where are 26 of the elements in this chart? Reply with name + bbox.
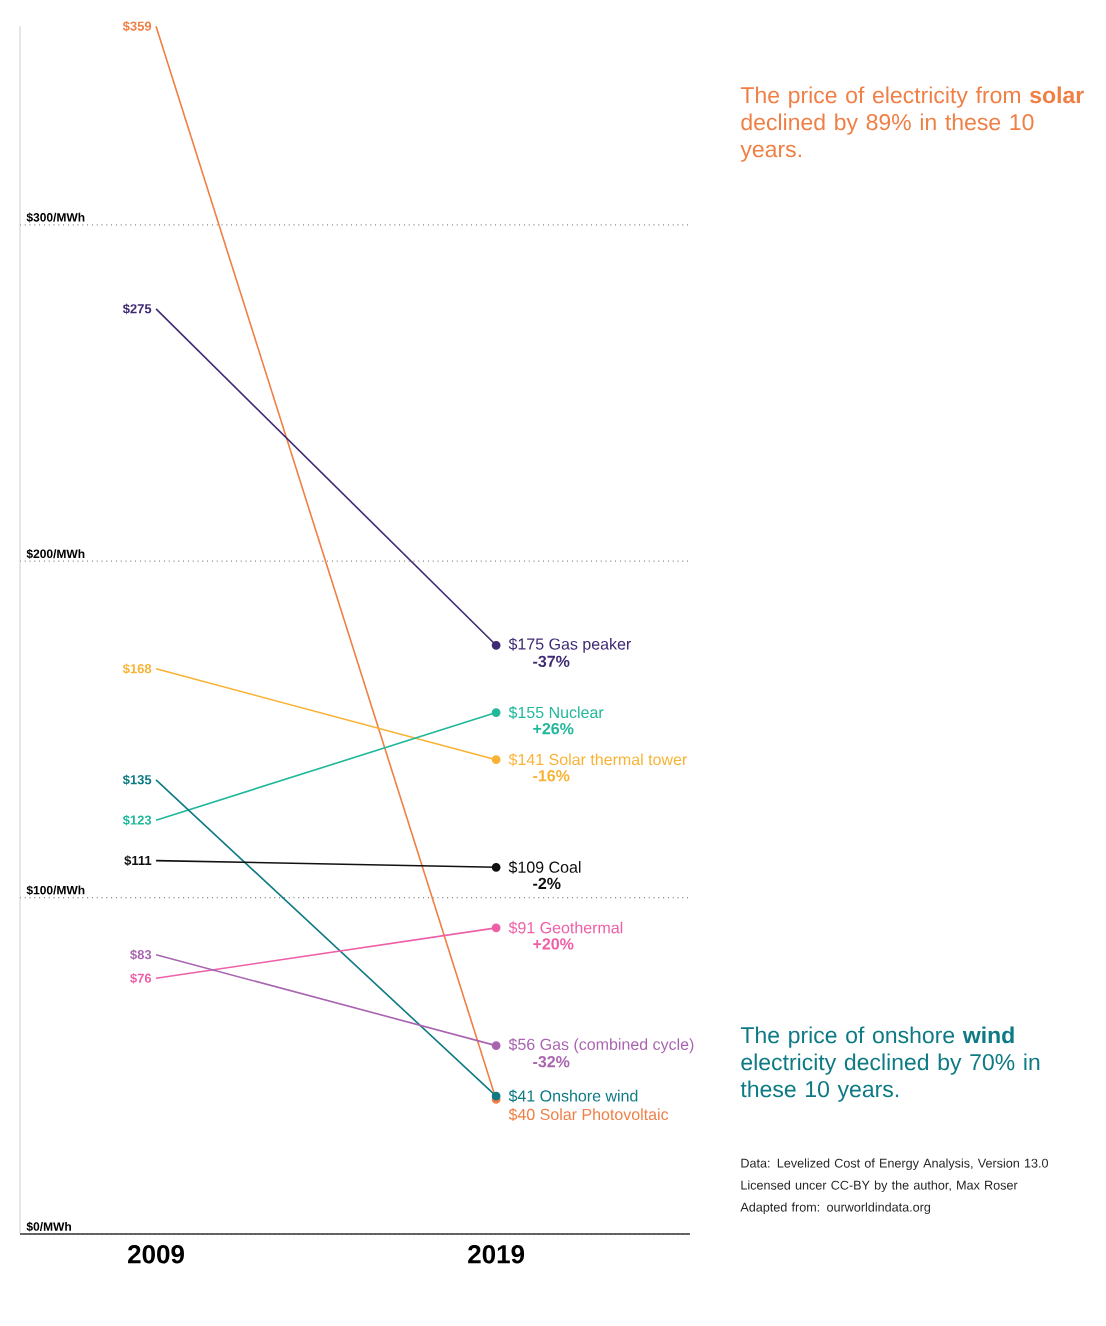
- text: Onshore wind: [540, 1089, 638, 1102]
- annotation: -37%: [533, 655, 570, 668]
- text: Gas (combined cycle): [540, 1038, 694, 1054]
- text: Gas peaker: [549, 637, 631, 653]
- data-label: $40: [508, 1108, 535, 1122]
- text: Coal: [549, 861, 581, 873]
- annotation: -32%: [533, 1056, 570, 1068]
- annotation: +20%: [533, 938, 574, 950]
- data-label: $175: [508, 637, 544, 651]
- x-tick-label: 2009: [128, 1245, 184, 1264]
- x-tick-label: 2019: [468, 1245, 525, 1264]
- data-label: $91: [508, 921, 535, 935]
- text: Nuclear: [549, 706, 604, 719]
- text: Solar Photovoltaic: [540, 1108, 669, 1121]
- text: Solar thermal tower: [549, 753, 687, 766]
- annotation: -16%: [533, 770, 570, 782]
- annotation: +26%: [533, 722, 574, 735]
- data-label: $141: [508, 753, 544, 767]
- data-label: $109: [508, 860, 544, 874]
- annotation: -2%: [533, 877, 561, 890]
- text: The price of electricity from solar declined by 89% in these 10 years.: [740, 86, 1084, 162]
- text: Geothermal: [540, 921, 623, 934]
- text: The price of onshore wind electricity declined by 70% in these 10 years.: [740, 1026, 1040, 1102]
- data-label: $41: [508, 1089, 535, 1103]
- data-label: $155: [508, 706, 544, 720]
- data-label: $56: [508, 1038, 535, 1051]
